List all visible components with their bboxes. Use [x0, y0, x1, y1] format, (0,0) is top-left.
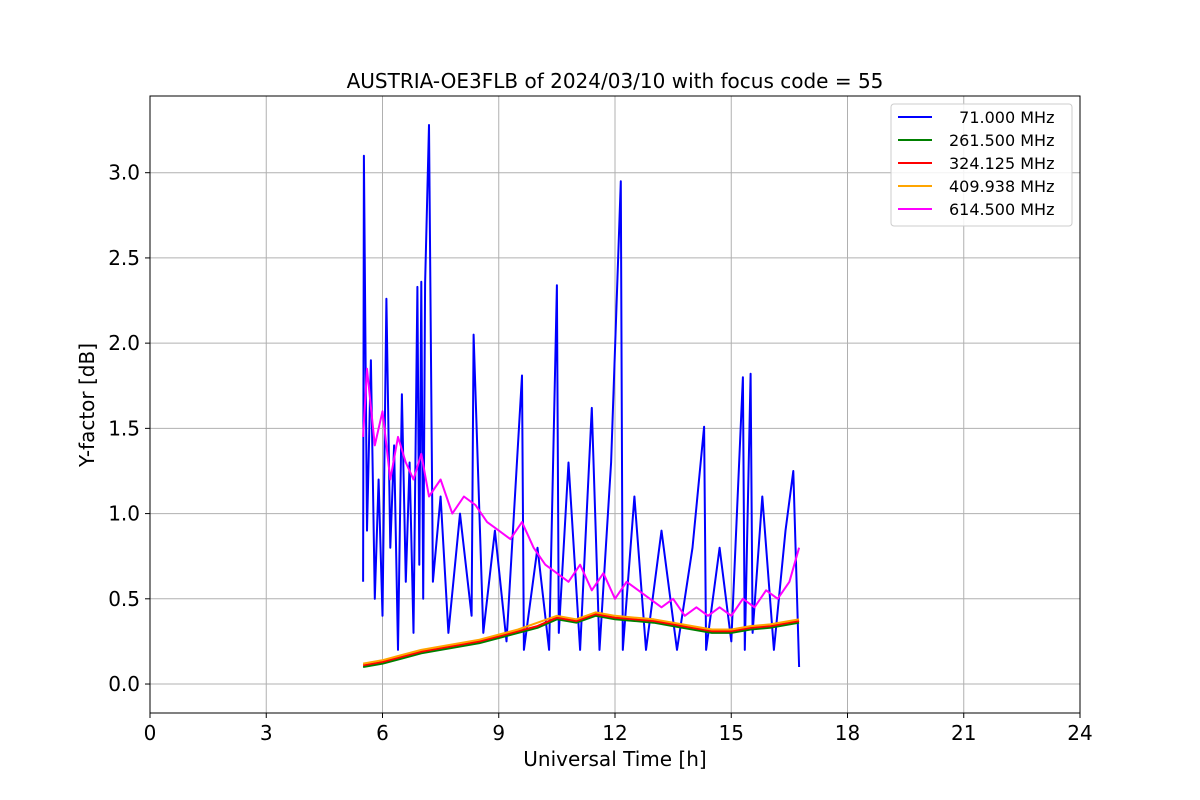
x-tick-label: 9 [492, 721, 505, 745]
y-axis: 0.0 0.5 1.0 1.5 2.0 2.5 3.0 [108, 161, 150, 696]
x-tick-label: 12 [602, 721, 627, 745]
series-line-2 [362, 613, 800, 667]
x-tick-label: 18 [835, 721, 860, 745]
series-line-0 [362, 124, 801, 668]
chart-title: AUSTRIA-OE3FLB of 2024/03/10 with focus … [347, 69, 884, 93]
legend-label-3: 409.938 MHz [949, 177, 1054, 196]
y-tick-label: 3.0 [108, 161, 140, 185]
x-tick-label: 0 [144, 721, 157, 745]
series-line-3 [362, 611, 800, 665]
y-tick-label: 1.5 [108, 416, 140, 440]
legend: 71.000 MHz 261.500 MHz 324.125 MHz 409.938 … [890, 103, 1073, 227]
x-tick-label: 21 [951, 721, 976, 745]
x-tick-label: 3 [260, 721, 273, 745]
y-axis-label: Y-factor [dB] [75, 343, 99, 468]
x-axis-label: Universal Time [h] [523, 747, 706, 771]
legend-frame [890, 103, 1073, 227]
legend-label-4: 614.500 MHz [949, 200, 1054, 219]
series-line-1 [362, 614, 800, 668]
y-tick-label: 1.0 [108, 502, 140, 526]
x-tick-label: 6 [376, 721, 389, 745]
y-tick-label: 0.0 [108, 672, 140, 696]
legend-label-1: 261.500 MHz [949, 131, 1054, 150]
y-tick-label: 2.0 [108, 331, 140, 355]
legend-label-2: 324.125 MHz [949, 154, 1054, 173]
series-layer [362, 124, 801, 668]
y-tick-label: 0.5 [108, 587, 140, 611]
legend-label-0: 71.000 MHz [949, 108, 1054, 127]
x-tick-label: 24 [1067, 721, 1092, 745]
x-tick-label: 15 [719, 721, 744, 745]
series-line-4 [362, 367, 801, 617]
y-tick-label: 2.5 [108, 246, 140, 270]
x-axis: 0 3 6 9 12 15 18 21 24 [144, 713, 1093, 745]
